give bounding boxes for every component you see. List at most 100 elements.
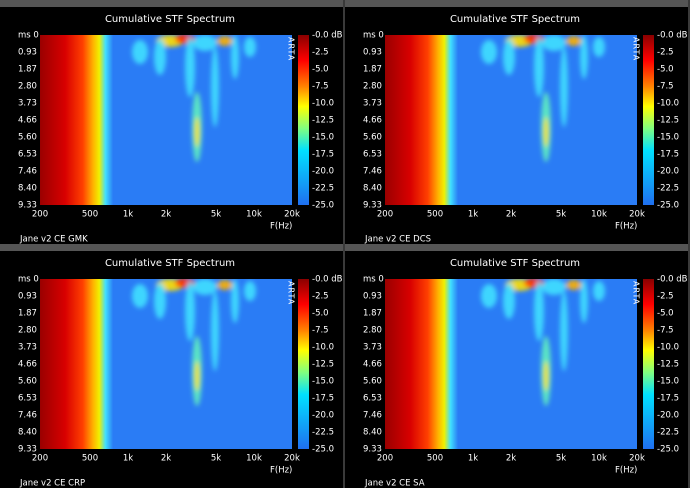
blob bbox=[542, 35, 566, 51]
colorbar-label: -0.0 dB bbox=[657, 31, 688, 41]
x-label: 2k bbox=[161, 454, 171, 464]
chart: Cumulative STF Spectrum ms 0 0.93 1.87 2.80 3… bbox=[363, 258, 688, 488]
colorbar-label: -10.0 bbox=[312, 343, 334, 353]
colorbar-label: -12.5 bbox=[657, 360, 679, 370]
blob bbox=[132, 284, 148, 308]
x-label: 20k bbox=[284, 210, 300, 220]
heatmap bbox=[385, 279, 637, 449]
window: Cumulative STF Spectrum ms 0 0.93 1.87 2.80 3… bbox=[0, 0, 343, 245]
colorbar-label: -12.5 bbox=[312, 360, 334, 370]
y-label: 2.80 bbox=[363, 82, 382, 92]
y-label: 1.87 bbox=[18, 65, 37, 75]
x-label: 1k bbox=[468, 210, 478, 220]
colorbar-label: -5.0 bbox=[657, 309, 674, 319]
x-label: 20k bbox=[629, 210, 645, 220]
blob bbox=[154, 39, 166, 75]
blob bbox=[185, 281, 195, 341]
blob bbox=[580, 279, 588, 323]
blob bbox=[543, 117, 549, 147]
y-label: 1.87 bbox=[363, 65, 382, 75]
blob bbox=[193, 279, 217, 295]
window-titlebar bbox=[0, 244, 343, 251]
x-label: 20k bbox=[629, 454, 645, 464]
window-titlebar bbox=[345, 244, 688, 251]
y-label: 0.93 bbox=[363, 48, 382, 58]
heatmap-detail bbox=[132, 279, 256, 406]
x-label: 500 bbox=[82, 210, 98, 220]
x-label: 2k bbox=[506, 454, 516, 464]
colorbar-label: -5.0 bbox=[312, 65, 329, 75]
brand: ARTA bbox=[632, 281, 641, 305]
y-label: 3.73 bbox=[363, 343, 382, 353]
x-label: 10k bbox=[591, 210, 607, 220]
y-label: 1.87 bbox=[18, 309, 37, 319]
chart: Cumulative STF Spectrum ms 0 0.93 1.87 2.80 3… bbox=[18, 258, 343, 488]
window: Cumulative STF Spectrum ms 0 0.93 1.87 2.80 3… bbox=[0, 244, 343, 488]
y-label: 8.40 bbox=[18, 184, 37, 194]
blob bbox=[132, 40, 148, 64]
y-label: 4.66 bbox=[18, 116, 37, 126]
chart: Cumulative STF Spectrum ms 0 0.93 1.87 2.80 3… bbox=[363, 14, 688, 245]
colorbar-label: -2.5 bbox=[657, 48, 674, 58]
x-label: 5k bbox=[556, 454, 566, 464]
colorbar-label: -17.5 bbox=[312, 150, 334, 160]
blob bbox=[194, 361, 200, 391]
blob bbox=[211, 47, 219, 127]
y-label: 1.87 bbox=[363, 309, 382, 319]
blob bbox=[193, 35, 217, 51]
colorbar-label: -15.0 bbox=[657, 133, 679, 143]
window: Cumulative STF Spectrum ms 0 0.93 1.87 2.80 3… bbox=[345, 0, 688, 245]
chart: Cumulative STF Spectrum ms 0 0.93 1.87 2.80 3… bbox=[18, 14, 343, 245]
y-label: 6.53 bbox=[18, 394, 37, 404]
y-label: 8.40 bbox=[18, 428, 37, 438]
colorbar bbox=[643, 35, 654, 205]
blob bbox=[534, 37, 544, 97]
colorbar-label: -2.5 bbox=[657, 292, 674, 302]
heatmap-detail bbox=[481, 35, 605, 162]
blob bbox=[580, 35, 588, 79]
x-label: 5k bbox=[211, 210, 221, 220]
colorbar-label: -17.5 bbox=[657, 394, 679, 404]
colorbar-label: -7.5 bbox=[657, 326, 674, 336]
x-label: 2k bbox=[161, 210, 171, 220]
y-label: 7.46 bbox=[18, 167, 37, 177]
caption: Jane v2 CE SA bbox=[364, 479, 425, 488]
caption: Jane v2 CE GMK bbox=[19, 235, 88, 245]
y-label: 5.60 bbox=[18, 377, 37, 387]
colorbar-label: -25.0 bbox=[312, 445, 334, 455]
x-label: 10k bbox=[246, 454, 262, 464]
colorbar-label: -0.0 dB bbox=[312, 31, 343, 41]
colorbar-label: -10.0 bbox=[657, 343, 679, 353]
colorbar-label: -15.0 bbox=[312, 377, 334, 387]
heatmap-bg bbox=[40, 35, 292, 205]
colorbar-label: -22.5 bbox=[657, 428, 679, 438]
colorbar-label: -15.0 bbox=[657, 377, 679, 387]
heatmap bbox=[385, 35, 637, 205]
colorbar-label: -20.0 bbox=[312, 411, 334, 421]
colorbar-label: -5.0 bbox=[312, 309, 329, 319]
blob bbox=[244, 281, 256, 301]
colorbar-label: -17.5 bbox=[657, 150, 679, 160]
colorbar-label: -0.0 dB bbox=[657, 275, 688, 285]
y-label: ms 0 bbox=[363, 31, 384, 41]
heatmap bbox=[40, 35, 292, 205]
brand: ARTA bbox=[632, 37, 641, 61]
blob bbox=[211, 291, 219, 371]
window-titlebar bbox=[0, 0, 343, 7]
blob bbox=[231, 279, 239, 323]
colorbar-label: -17.5 bbox=[312, 394, 334, 404]
y-label: 9.33 bbox=[18, 201, 37, 211]
heatmap-detail bbox=[481, 279, 605, 406]
x-label: 10k bbox=[246, 210, 262, 220]
colorbar bbox=[298, 279, 309, 449]
chart-title: Cumulative STF Spectrum bbox=[450, 258, 580, 269]
blob bbox=[217, 36, 233, 46]
y-label: 4.66 bbox=[18, 360, 37, 370]
blob bbox=[543, 361, 549, 391]
y-label: 9.33 bbox=[363, 201, 382, 211]
x-label: 500 bbox=[82, 454, 98, 464]
x-label: 5k bbox=[211, 454, 221, 464]
y-label: ms 0 bbox=[18, 31, 39, 41]
y-label: 7.46 bbox=[18, 411, 37, 421]
y-label: 7.46 bbox=[363, 411, 382, 421]
